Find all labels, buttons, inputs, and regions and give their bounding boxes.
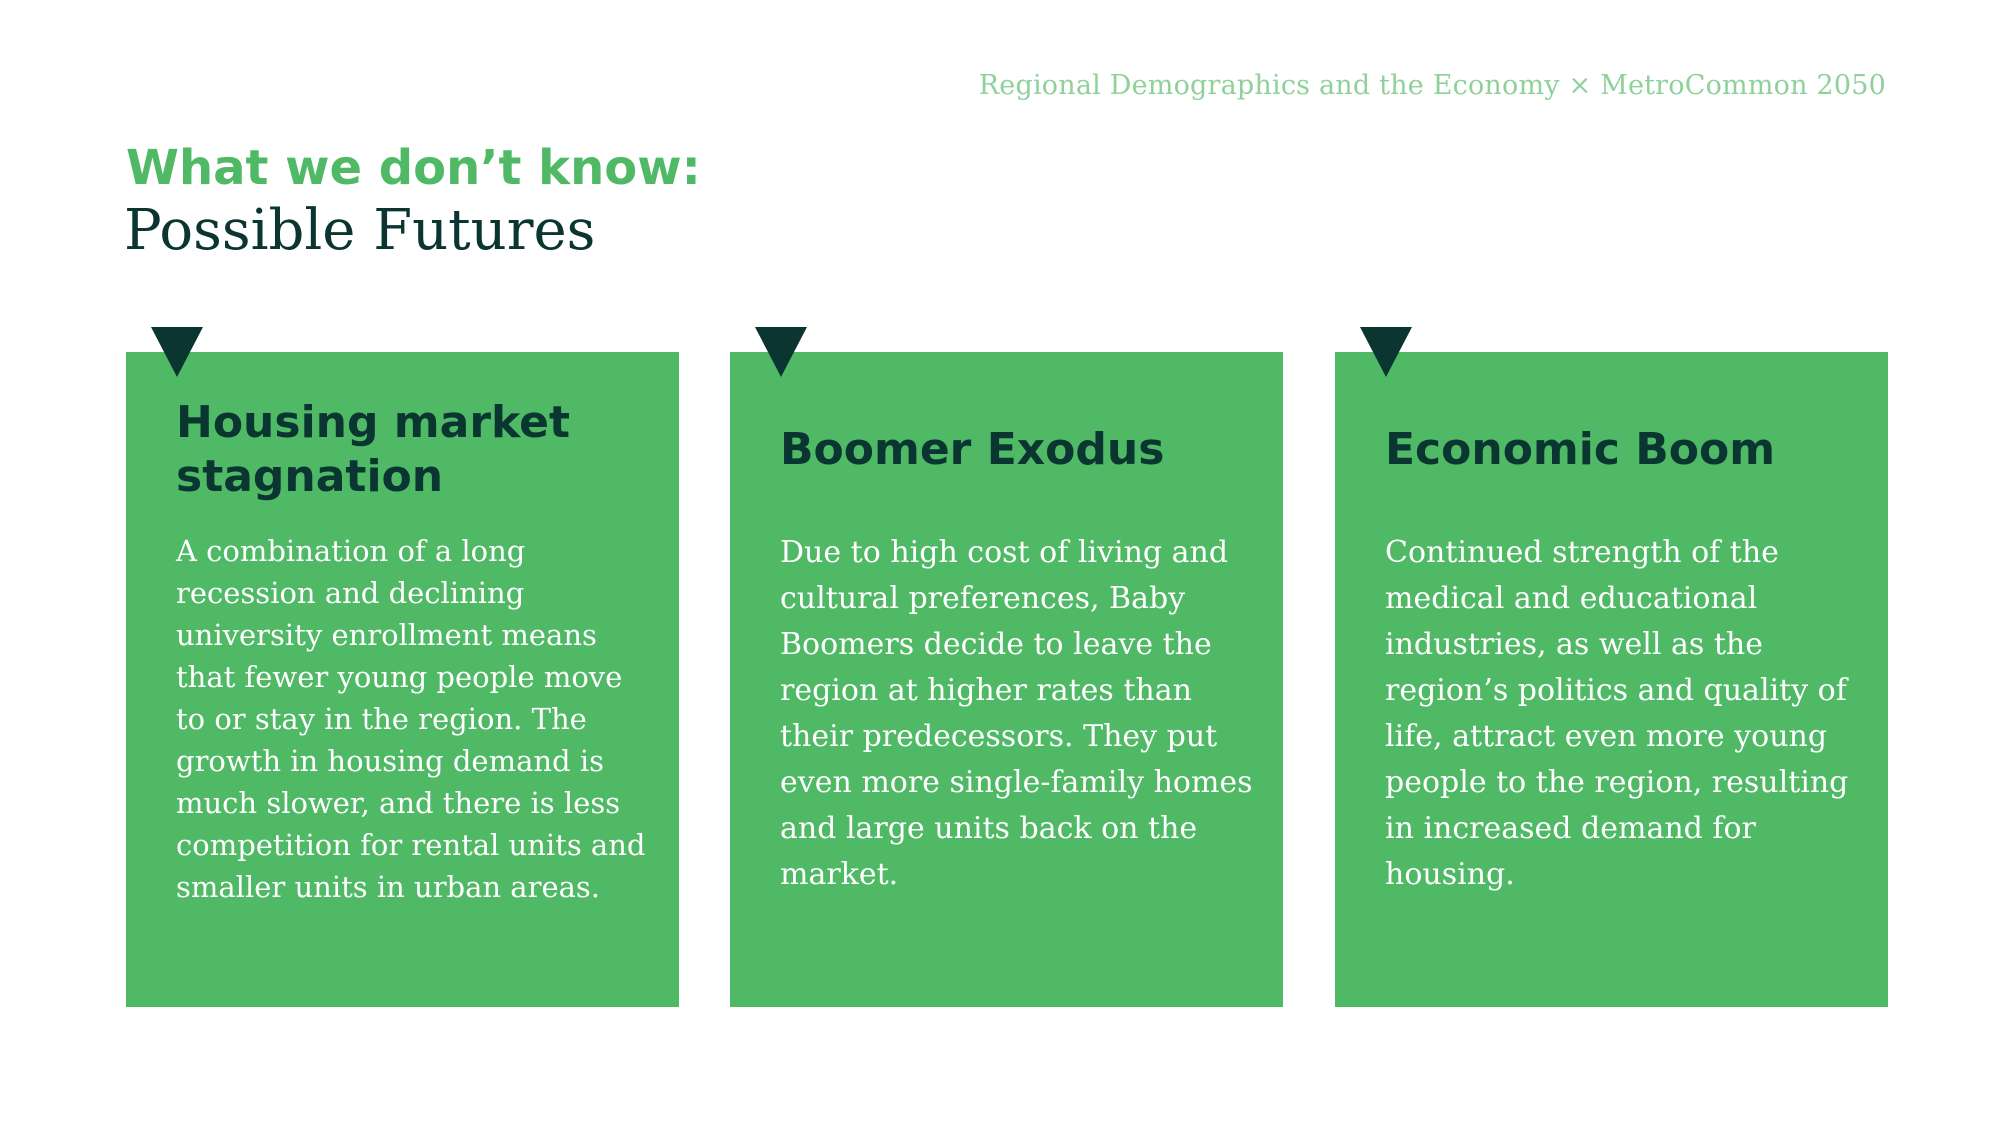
- scenario-card-boomer-exodus: Boomer Exodus Due to high cost of living…: [730, 327, 1283, 1007]
- card-body: Due to high cost of living and cultural …: [780, 535, 1253, 892]
- card-title: Economic Boom: [1385, 424, 1776, 475]
- page-title: Possible Futures: [124, 198, 596, 263]
- card-title: Boomer Exodus: [780, 424, 1165, 475]
- card-body: Continued strength of the medical and ed…: [1385, 535, 1849, 892]
- card-title: Housing market stagnation: [176, 397, 570, 502]
- scenario-card-economic-boom: Economic Boom Continued strength of the …: [1335, 327, 1888, 1007]
- scenario-card-housing-stagnation: Housing market stagnation A combination …: [126, 327, 679, 1007]
- header-credit: Regional Demographics and the Economy × …: [978, 70, 1886, 101]
- card-body: A combination of a long recession and de…: [176, 534, 646, 904]
- triangle-marker-icon: [1360, 327, 1412, 377]
- triangle-marker-icon: [755, 327, 807, 377]
- scenario-cards: Housing market stagnation A combination …: [126, 327, 1888, 1007]
- triangle-marker-icon: [151, 327, 203, 377]
- heading-kicker: What we don’t know:: [126, 140, 701, 196]
